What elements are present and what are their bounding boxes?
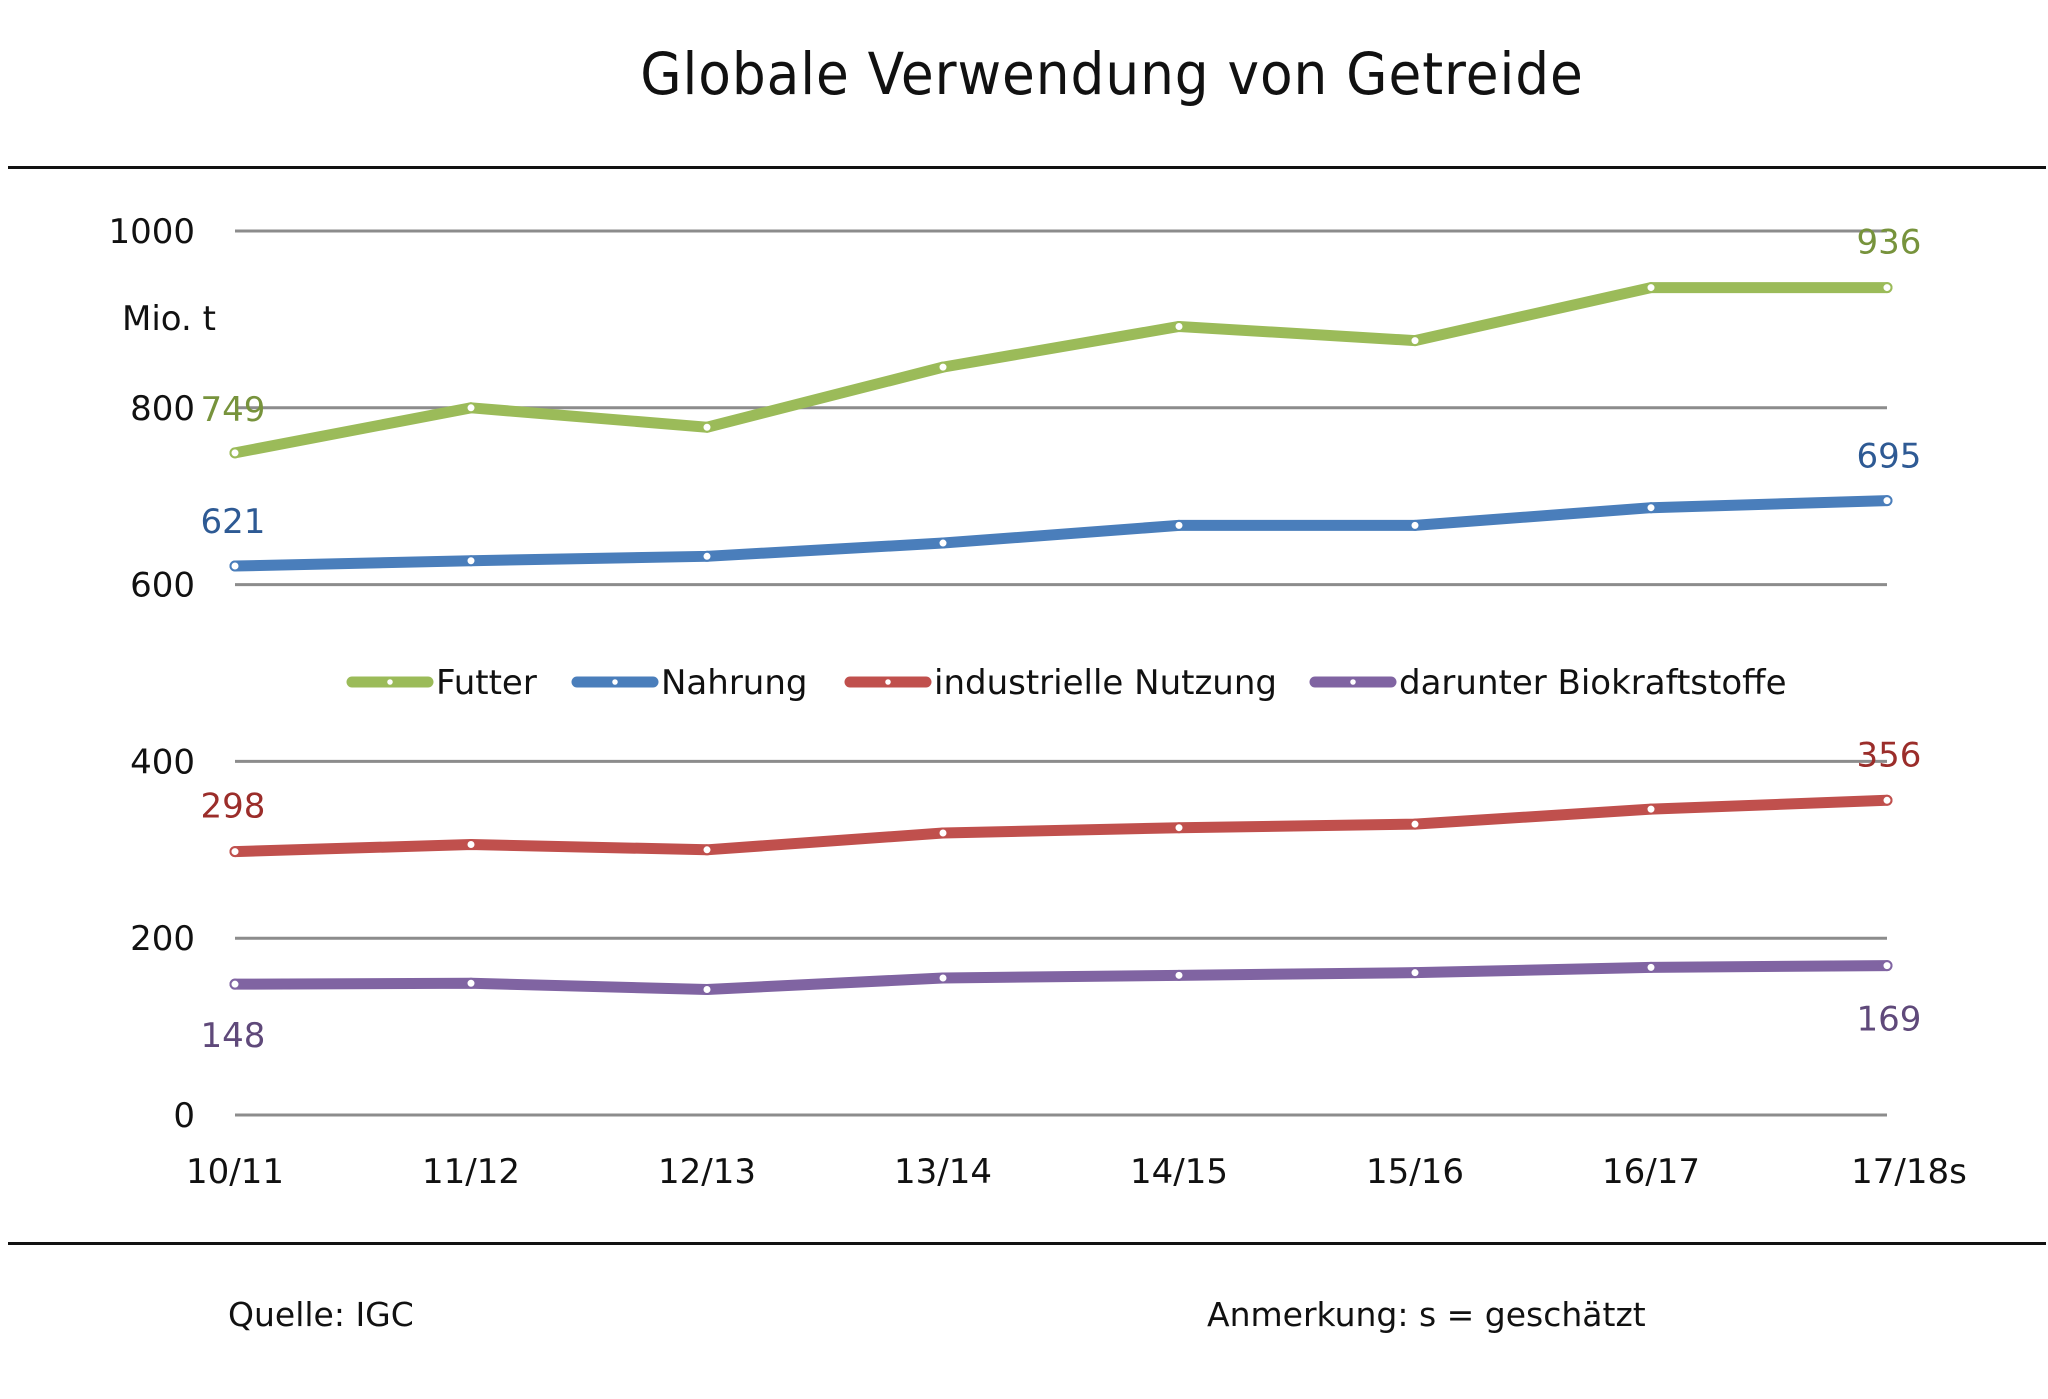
legend-label: Nahrung: [661, 663, 807, 703]
data-point: [701, 421, 713, 433]
series-lines: [229, 282, 1893, 995]
data-labels: 749 936 621 695 298 356 148 169: [201, 223, 1922, 1057]
data-point: [1173, 822, 1185, 834]
x-tick-label: 17/18s: [1851, 1152, 1967, 1192]
data-label-last: 356: [1857, 735, 1922, 775]
y-axis-ticks: 0 200 400 600 800 1000: [108, 212, 195, 1136]
data-point: [937, 361, 949, 373]
y-tick-label: 400: [130, 742, 195, 782]
x-tick-label: 10/11: [186, 1152, 284, 1192]
legend-item: Nahrung: [571, 663, 807, 703]
x-tick-label: 16/17: [1602, 1152, 1700, 1192]
data-point: [465, 555, 477, 567]
legend-item: darunter Biokraftstoffe: [1309, 663, 1787, 703]
bottom-divider: [8, 1242, 2046, 1245]
legend-marker: [1348, 677, 1358, 687]
data-label-first: 298: [201, 787, 266, 827]
source-note: Quelle: IGC: [228, 1295, 414, 1334]
series-line-2: [229, 794, 1893, 858]
data-point: [229, 846, 241, 858]
data-point: [1409, 335, 1421, 347]
y-tick-label: 600: [130, 566, 195, 606]
data-point: [1881, 282, 1893, 294]
data-point: [1173, 519, 1185, 531]
data-label-last: 936: [1857, 223, 1922, 263]
data-point: [701, 844, 713, 856]
data-point: [1645, 961, 1657, 973]
data-point: [1173, 320, 1185, 332]
y-tick-label: 200: [130, 919, 195, 959]
annotation-note: Anmerkung: s = geschätzt: [1207, 1295, 1646, 1334]
data-point: [1409, 519, 1421, 531]
data-point: [1881, 794, 1893, 806]
data-label-first: 749: [201, 390, 266, 430]
x-tick-label: 12/13: [658, 1152, 756, 1192]
data-point: [229, 447, 241, 459]
y-tick-label: 1000: [108, 212, 195, 252]
data-point: [1409, 818, 1421, 830]
x-axis-ticks: 10/11 11/12 12/13 13/14 14/15 15/16 16/17 17/18…: [186, 1152, 1967, 1192]
data-point: [465, 977, 477, 989]
gridlines: [235, 229, 1887, 1117]
y-axis-label: Mio. t: [122, 299, 216, 339]
legend-label: industrielle Nutzung: [934, 663, 1277, 703]
data-point: [1881, 495, 1893, 507]
x-tick-label: 14/15: [1130, 1152, 1228, 1192]
data-point: [1645, 803, 1657, 815]
data-point: [229, 978, 241, 990]
top-divider: [8, 166, 2046, 169]
legend-item: Futter: [346, 663, 537, 703]
y-tick-label: 800: [130, 389, 195, 429]
data-point: [937, 537, 949, 549]
series-line-0: [229, 282, 1893, 459]
legend-item: industrielle Nutzung: [844, 663, 1277, 703]
data-point: [1645, 282, 1657, 294]
data-point: [1409, 967, 1421, 979]
legend-marker: [883, 677, 893, 687]
series-line-1: [229, 495, 1893, 572]
x-tick-label: 13/14: [894, 1152, 992, 1192]
data-label-first: 621: [201, 502, 266, 542]
data-point: [937, 827, 949, 839]
data-point: [465, 402, 477, 414]
data-point: [1881, 960, 1893, 972]
legend-label: Futter: [436, 663, 537, 703]
data-label-first: 148: [201, 1016, 266, 1056]
data-point: [1645, 502, 1657, 514]
x-tick-label: 11/12: [422, 1152, 520, 1192]
legend-marker: [610, 677, 620, 687]
data-point: [1173, 969, 1185, 981]
data-label-last: 695: [1857, 437, 1922, 477]
data-point: [229, 560, 241, 572]
data-label-last: 169: [1857, 1000, 1922, 1040]
data-point: [701, 550, 713, 562]
chart-title: Globale Verwendung von Getreide: [640, 40, 1584, 108]
legend: Futter Nahrung industrielle Nutzung darunte…: [346, 663, 1787, 703]
data-point: [937, 972, 949, 984]
legend-label: darunter Biokraftstoffe: [1399, 663, 1787, 703]
series-line-3: [229, 960, 1893, 995]
data-point: [701, 983, 713, 995]
x-tick-label: 15/16: [1366, 1152, 1464, 1192]
y-tick-label: 0: [173, 1096, 195, 1136]
legend-marker: [385, 677, 395, 687]
data-point: [465, 838, 477, 850]
